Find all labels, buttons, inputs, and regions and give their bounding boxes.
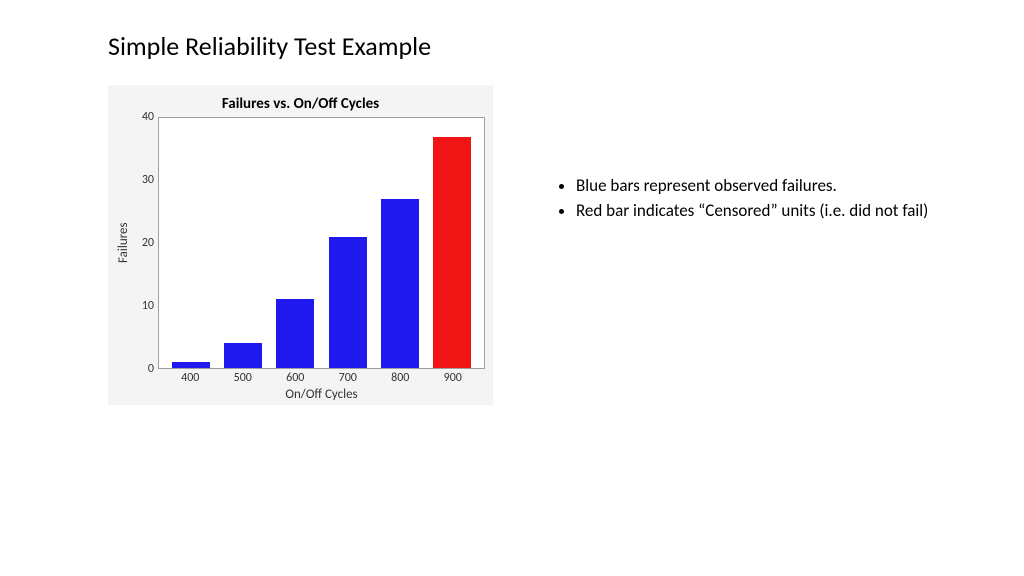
bar xyxy=(276,299,314,368)
y-tick: 20 xyxy=(142,237,154,249)
reliability-chart: Failures vs. On/Off Cycles Failures 0 10 2… xyxy=(108,85,493,405)
x-tick: 600 xyxy=(276,371,314,385)
bar xyxy=(433,137,471,368)
legend-item: Blue bars represent observed failures. xyxy=(576,175,984,198)
x-tick: 800 xyxy=(381,371,419,385)
plot-row: Failures 010203040 xyxy=(116,117,485,369)
y-tick: 30 xyxy=(142,174,154,186)
x-tick: 400 xyxy=(171,371,209,385)
bar xyxy=(172,362,210,368)
slide-title: Simple Reliability Test Example xyxy=(108,30,431,62)
x-axis-ticks: 400 500 600 700 800 900 xyxy=(158,369,485,385)
x-tick: 900 xyxy=(434,371,472,385)
bar xyxy=(224,343,262,368)
x-tick: 700 xyxy=(329,371,367,385)
y-axis-ticks: 010203040 xyxy=(134,117,158,369)
y-tick: 0 xyxy=(148,363,154,375)
bar xyxy=(329,237,367,368)
y-tick: 10 xyxy=(142,300,154,312)
plot-area xyxy=(158,117,485,369)
x-axis-label: On/Off Cycles xyxy=(158,385,485,402)
legend-item: Red bar indicates “Censored” units (i.e.… xyxy=(576,200,984,223)
y-tick: 40 xyxy=(142,111,154,123)
y-axis-label: Failures xyxy=(116,117,134,369)
x-axis-row: 400 500 600 700 800 900 xyxy=(158,369,485,385)
bar xyxy=(381,199,419,368)
x-tick: 500 xyxy=(224,371,262,385)
chart-title: Failures vs. On/Off Cycles xyxy=(116,93,485,117)
legend-bullets: Blue bars represent observed failures.Re… xyxy=(554,175,984,225)
